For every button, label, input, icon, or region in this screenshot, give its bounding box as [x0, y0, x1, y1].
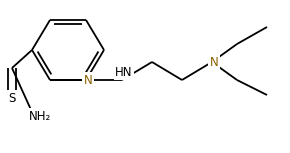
- Text: S: S: [8, 91, 16, 104]
- Text: N: N: [84, 73, 93, 86]
- Text: HN: HN: [115, 65, 133, 78]
- Text: NH₂: NH₂: [29, 110, 51, 123]
- Text: N: N: [210, 56, 218, 69]
